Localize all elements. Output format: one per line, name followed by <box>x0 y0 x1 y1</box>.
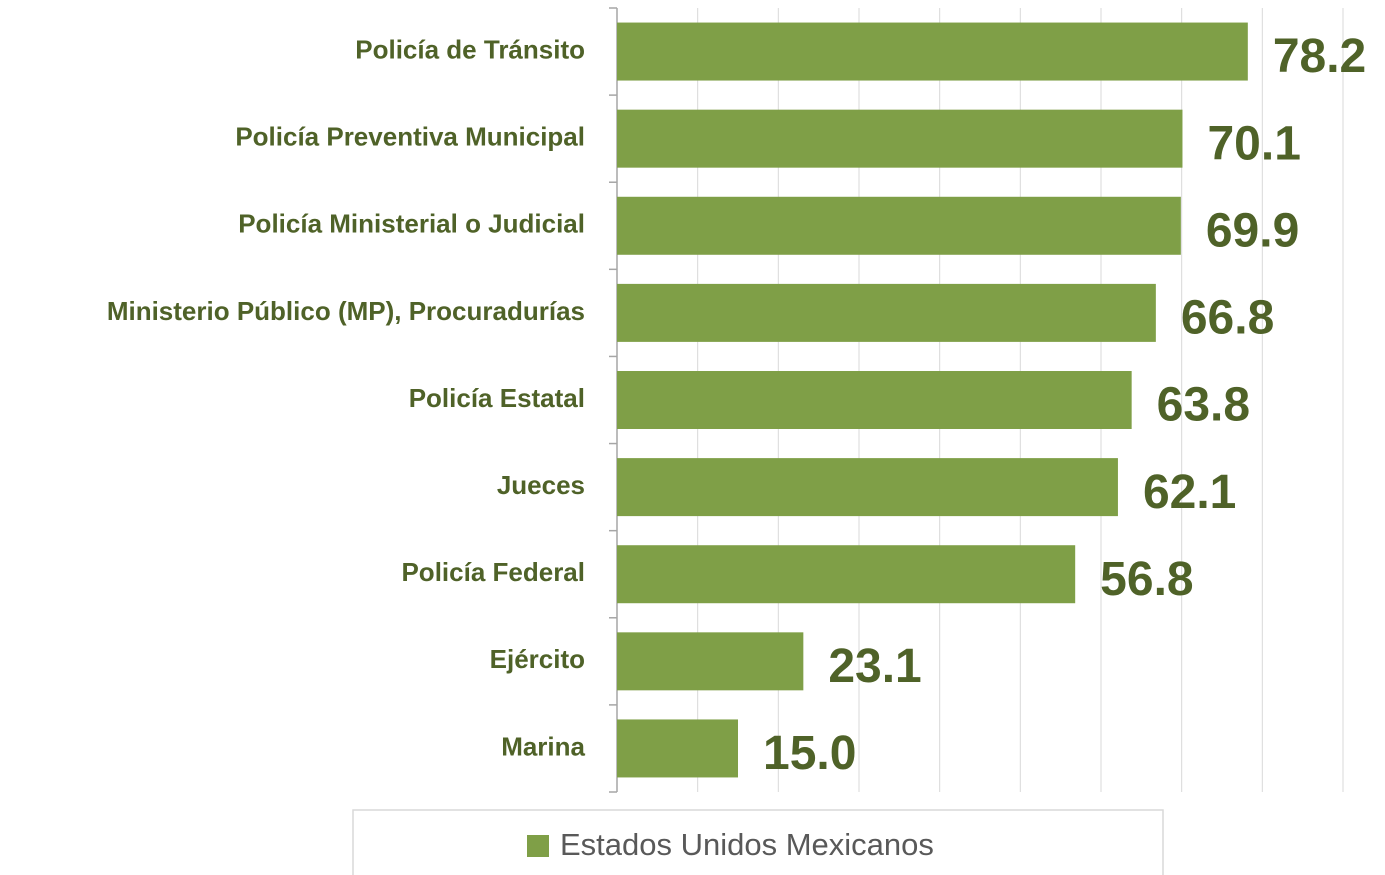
value-label: 62.1 <box>1143 466 1236 519</box>
category-label: Ejército <box>490 644 585 674</box>
bar <box>617 545 1076 604</box>
bar <box>617 196 1181 255</box>
bar <box>617 22 1248 81</box>
category-label: Jueces <box>497 470 585 500</box>
value-label: 15.0 <box>763 727 856 780</box>
category-label: Ministerio Público (MP), Procuradurías <box>107 296 585 326</box>
category-label: Policía Preventiva Municipal <box>235 122 585 152</box>
value-label: 66.8 <box>1181 292 1274 345</box>
category-label: Marina <box>501 731 585 761</box>
category-label: Policía Ministerial o Judicial <box>238 209 585 239</box>
category-label: Policía Federal <box>401 557 585 587</box>
value-label: 78.2 <box>1273 30 1366 83</box>
category-label: Policía de Tránsito <box>355 34 585 64</box>
bar <box>617 371 1132 429</box>
legend-swatch <box>527 835 549 857</box>
value-label: 70.1 <box>1207 117 1300 170</box>
bar <box>617 632 804 691</box>
bar <box>617 283 1156 342</box>
legend-label: Estados Unidos Mexicanos <box>560 827 934 862</box>
bar <box>617 109 1183 168</box>
legend-box <box>352 809 1164 875</box>
value-label: 69.9 <box>1206 204 1299 257</box>
value-label: 63.8 <box>1157 379 1250 432</box>
bar <box>617 719 738 778</box>
value-label: 56.8 <box>1100 553 1193 606</box>
value-label: 23.1 <box>828 640 921 693</box>
bar <box>617 458 1118 517</box>
category-label: Policía Estatal <box>409 383 585 413</box>
